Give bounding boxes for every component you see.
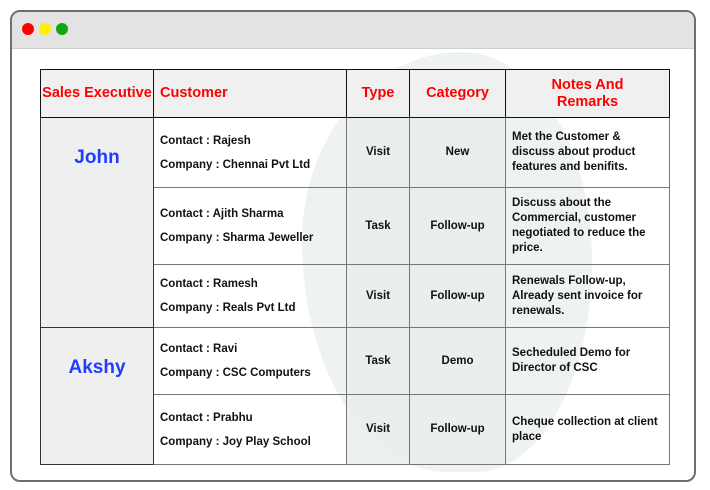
sales-activity-table: Sales Executive Customer Type Category N…: [40, 69, 670, 465]
company-name: Company : Chennai Pvt Ltd: [160, 158, 311, 171]
type-cell: Task: [346, 187, 410, 265]
category-cell: Demo: [409, 327, 506, 395]
type-cell: Visit: [346, 264, 410, 328]
customer-cell: Contact : Ravi Company : CSC Computers: [153, 327, 347, 395]
table-row: Akshy Contact : Ravi Company : CSC Compute…: [40, 327, 670, 465]
app-window: Sales Executive Customer Type Category N…: [10, 10, 696, 482]
header-category: Category: [409, 69, 506, 118]
company-name: Company : Joy Play School: [160, 435, 311, 448]
minimize-button[interactable]: [39, 23, 51, 35]
category-cell: Follow-up: [409, 394, 506, 465]
customer-cell: Contact : Prabhu Company : Joy Play Schoo…: [153, 394, 347, 465]
type-cell: Visit: [346, 394, 410, 465]
contact-name: Contact : Ramesh: [160, 278, 258, 290]
header-notes: Notes And Remarks: [505, 69, 670, 118]
type-cell: Task: [346, 327, 410, 395]
notes-cell: Cheque collection at client place: [505, 394, 670, 465]
company-name: Company : CSC Computers: [160, 367, 311, 379]
title-bar: [12, 12, 694, 49]
notes-cell: Secheduled Demo for Director of CSC: [505, 327, 670, 395]
close-button[interactable]: [22, 23, 34, 35]
maximize-button[interactable]: [56, 23, 68, 35]
sales-executive-name: Akshy: [40, 327, 154, 465]
sales-executive-name: John: [40, 117, 154, 328]
contact-name: Contact : Ajith Sharma: [160, 208, 284, 220]
header-row: Sales Executive Customer Type Category N…: [40, 69, 670, 118]
type-cell: Visit: [346, 117, 410, 188]
table-row: Contact : Prabhu Company : Joy Play Schoo…: [41, 394, 670, 465]
table-row: Contact : Ajith Sharma Company : Sharma J…: [41, 187, 670, 265]
category-cell: New: [409, 117, 506, 188]
company-name: Company : Sharma Jeweller: [160, 232, 314, 244]
table-row: John Contact : Rajesh Company : Chennai Pv…: [40, 117, 670, 328]
notes-cell: Met the Customer & discuss about product…: [505, 117, 670, 188]
header-customer: Customer: [153, 69, 347, 118]
category-cell: Follow-up: [409, 264, 506, 328]
notes-cell: Renewals Follow-up, Already sent invoice…: [505, 264, 670, 328]
customer-cell: Contact : Rajesh Company : Chennai Pvt Lt…: [153, 117, 347, 188]
notes-cell: Discuss about the Commercial, customer n…: [505, 187, 670, 265]
customer-cell: Contact : Ramesh Company : Reals Pvt Ltd: [153, 264, 347, 328]
contact-name: Contact : Ravi: [160, 343, 238, 355]
header-type: Type: [346, 69, 410, 118]
contact-name: Contact : Prabhu: [160, 411, 253, 424]
category-cell: Follow-up: [409, 187, 506, 265]
customer-cell: Contact : Ajith Sharma Company : Sharma J…: [153, 187, 347, 265]
company-name: Company : Reals Pvt Ltd: [160, 302, 296, 314]
contact-name: Contact : Rajesh: [160, 134, 251, 147]
header-sales-executive: Sales Executive: [40, 69, 154, 118]
